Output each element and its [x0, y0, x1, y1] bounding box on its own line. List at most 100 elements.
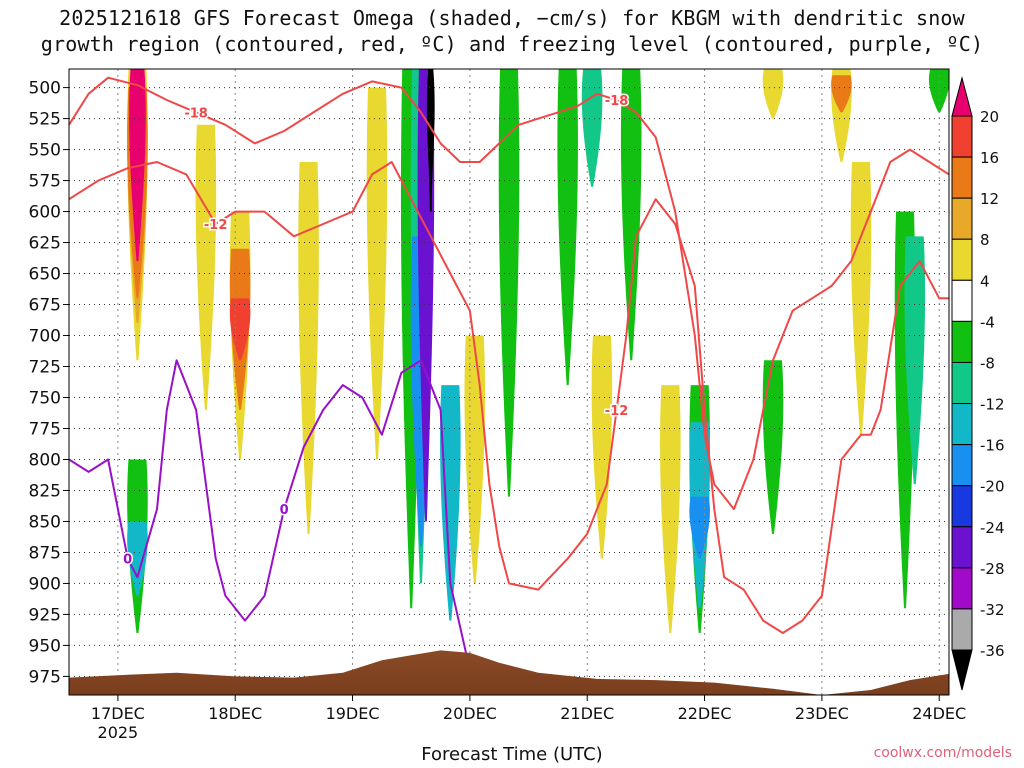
colorbar-arrow-bottom	[951, 649, 973, 691]
y-tick-label-675: 675	[29, 296, 61, 316]
omega-region-23	[620, 69, 642, 361]
colorbar-label-4: 4	[980, 272, 990, 290]
x-tick-label-24DEC: 24DEC	[912, 704, 966, 723]
x-tick-label-22DEC: 22DEC	[678, 704, 732, 723]
y-tick-label-575: 575	[29, 172, 61, 192]
contours: -18 -18 -12 -12 0 0	[69, 76, 949, 690]
omega-region-7	[195, 124, 217, 410]
colorbar-cell-11	[951, 526, 973, 569]
chart-title-line-1: 2025121618 GFS Forecast Omega (shaded, −…	[59, 6, 965, 30]
colorbar-cell-9	[951, 444, 973, 487]
y-tick-label-825: 825	[29, 481, 61, 501]
y-tick-label-500: 500	[29, 79, 61, 99]
contour-dgz-bottom	[69, 161, 949, 634]
contour-dgz-top	[69, 76, 949, 511]
colorbar: 20 16 12 8 4 -4 -8 -12 -16 -20 -24 -28 -32 -36	[951, 76, 1005, 691]
colorbar-cell-13	[951, 608, 973, 651]
chart-title-line-2: growth region (contoured, red, ºC) and f…	[40, 32, 984, 56]
y-tick-label-775: 775	[29, 419, 61, 439]
x-tick-label-17DEC: 17DEC	[91, 704, 145, 723]
y-tick-label-875: 875	[29, 543, 61, 563]
colorbar-label-11: -28	[980, 560, 1005, 578]
omega-region-31	[831, 75, 852, 113]
omega-region-22	[591, 335, 613, 559]
y-tick-label-800: 800	[29, 450, 61, 470]
omega-region-6	[229, 298, 251, 361]
contour-label-freezing-level-1: 0	[280, 503, 289, 518]
colorbar-label-6: -8	[980, 354, 995, 372]
omega-region-35	[928, 69, 949, 113]
x-year-label: 2025	[98, 723, 139, 742]
colorbar-cell-1	[951, 115, 973, 158]
colorbar-cell-12	[951, 567, 973, 610]
colorbar-cell-4	[951, 238, 973, 281]
colorbar-label-12: -32	[980, 601, 1005, 619]
y-tick-label-750: 750	[29, 388, 61, 408]
colorbar-cell-2	[951, 156, 973, 199]
y-tick-label-650: 650	[29, 265, 61, 285]
y-tick-label-925: 925	[29, 605, 61, 625]
x-tick-label-21DEC: 21DEC	[560, 704, 614, 723]
y-tick-label-975: 975	[29, 667, 61, 687]
colorbar-label-8: -16	[980, 437, 1005, 455]
omega-region-11	[366, 87, 388, 460]
omega-region-17	[440, 385, 461, 621]
x-tick-label-18DEC: 18DEC	[208, 704, 262, 723]
plot-area: -18 -18 -12 -12 0 0	[68, 68, 950, 696]
site-credit: coolwx.com/models	[873, 745, 1012, 761]
colorbar-cell-6	[951, 320, 973, 363]
omega-region-34	[904, 236, 926, 485]
omega-region-28	[762, 360, 784, 534]
colorbar-cell-5	[951, 279, 973, 322]
omega-region-16	[426, 69, 435, 212]
colorbar-label-0: 20	[980, 108, 999, 126]
contour-label-dgz-top-1: -18	[605, 94, 629, 109]
omega-region-32	[850, 161, 872, 435]
omega-region-19	[498, 69, 520, 497]
y-tick-label-625: 625	[29, 234, 61, 254]
colorbar-cell-3	[951, 197, 973, 240]
omega-region-21	[581, 69, 603, 187]
colorbar-label-3: 8	[980, 231, 990, 249]
plot-frame	[68, 68, 950, 696]
terrain-surface	[69, 650, 949, 695]
y-tick-label-525: 525	[29, 110, 61, 130]
terrain	[69, 650, 949, 695]
y-tick-label-900: 900	[29, 574, 61, 594]
colorbar-cell-8	[951, 403, 973, 446]
contour-label-dgz-bottom-1: -12	[605, 404, 629, 419]
contour-label-dgz-bottom-0: -12	[204, 218, 228, 233]
colorbar-cell-7	[951, 361, 973, 405]
x-tick-label-19DEC: 19DEC	[326, 704, 380, 723]
colorbar-label-13: -36	[980, 642, 1005, 660]
y-tick-label-850: 850	[29, 512, 61, 532]
contour-label-freezing-level-0: 0	[123, 553, 132, 568]
omega-region-3	[129, 69, 146, 262]
y-tick-label-950: 950	[29, 636, 61, 656]
y-axis: 500 525 550 575 600 625 650 675 700 725 750 775 800 8…	[29, 79, 69, 687]
colorbar-label-5: -4	[980, 313, 995, 331]
colorbar-label-2: 12	[980, 190, 999, 208]
contour-freezing-level	[69, 359, 491, 690]
colorbar-label-9: -20	[980, 478, 1005, 496]
omega-region-20	[557, 69, 578, 386]
colorbar-label-7: -12	[980, 396, 1005, 414]
x-axis-label: Forecast Time (UTC)	[421, 744, 603, 765]
omega-region-8	[298, 161, 319, 534]
colorbar-label-10: -24	[980, 519, 1005, 537]
colorbar-cell-10	[951, 485, 973, 528]
y-tick-label-550: 550	[29, 141, 61, 161]
contour-label-dgz-top-0: -18	[184, 106, 208, 121]
y-tick-label-725: 725	[29, 358, 61, 378]
colorbar-arrow-top	[951, 76, 973, 117]
omega-region-29	[762, 69, 784, 119]
omega-region-24	[660, 385, 681, 634]
omega-region-10	[127, 521, 148, 596]
x-tick-label-23DEC: 23DEC	[795, 704, 849, 723]
x-tick-label-20DEC: 20DEC	[443, 704, 497, 723]
y-tick-label-700: 700	[29, 327, 61, 347]
colorbar-label-1: 16	[980, 149, 999, 167]
y-tick-label-600: 600	[29, 203, 61, 223]
